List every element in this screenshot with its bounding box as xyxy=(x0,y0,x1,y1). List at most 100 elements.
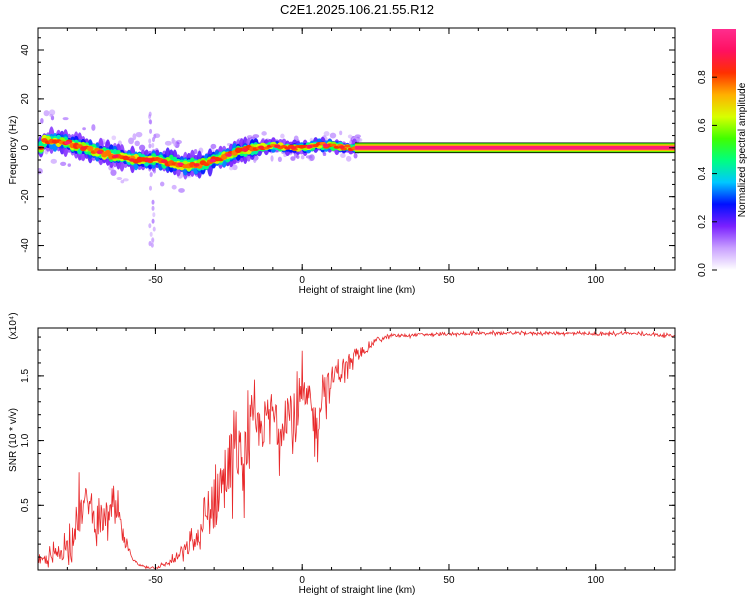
spectrogram-speckle xyxy=(232,164,238,171)
spectrogram-marks xyxy=(38,109,675,248)
spectrogram-streak xyxy=(151,205,155,211)
spectrogram-speckle xyxy=(322,152,327,157)
spectrogram-streak xyxy=(148,241,152,247)
spectrogram-streak xyxy=(149,171,153,177)
spectrogram-speckle xyxy=(60,161,67,166)
snr-x-ticks: -50 0 50 100 xyxy=(37,328,655,586)
spectrogram-speckle xyxy=(120,179,125,184)
spectrogram-streak xyxy=(148,111,152,117)
spectrogram-flat-band-core xyxy=(355,145,675,150)
spectrogram-streak xyxy=(149,185,153,191)
spectrogram-speckle xyxy=(122,178,129,182)
spectrogram-hot-spot xyxy=(306,144,313,149)
spectrogram-speckle xyxy=(345,155,352,162)
snr-y-tick-label: 0.5 xyxy=(20,498,31,512)
spectrogram-speckle xyxy=(290,156,296,161)
spectrogram-streak xyxy=(151,238,155,244)
spectrogram-hot-spot xyxy=(64,141,71,145)
snr-y-label: SNR (10 * v/v) xyxy=(8,408,19,472)
spectrogram-streak xyxy=(152,226,156,232)
spectrogram-speckle xyxy=(339,130,343,136)
snr-x-tick-label: 50 xyxy=(443,575,455,586)
spectrogram-speckle xyxy=(138,144,146,151)
spectrogram-panel: -50 0 50 100 -40 -20 0 20 40 Height of straight… xyxy=(8,27,676,296)
spectrogram-hot-spot xyxy=(241,148,248,152)
colorbar-tick-label: 0.8 xyxy=(697,70,708,84)
spectrogram-speckle xyxy=(111,135,117,141)
spectrogram-hot-spot xyxy=(338,145,345,149)
spectrogram-streak xyxy=(151,142,155,148)
colorbar-tick-label: 0.2 xyxy=(697,214,708,228)
spectrogram-streak xyxy=(148,223,152,229)
colorbar-tick-label: 0.4 xyxy=(697,166,708,180)
spectrogram-speckle xyxy=(300,155,305,160)
spectrogram-streak xyxy=(149,231,153,237)
spectrogram-speckle xyxy=(261,131,267,136)
spectrogram-streak xyxy=(152,212,156,218)
spectrogram-hot-spot xyxy=(322,143,329,148)
snr-y-multiplier: (x10⁴) xyxy=(8,312,19,339)
spectrogram-speckle xyxy=(340,153,346,158)
spectrogram-speckle xyxy=(40,118,44,124)
spectrogram-speckle xyxy=(164,140,172,146)
spectrogram-speckle xyxy=(43,110,50,117)
spectrogram-speckle xyxy=(354,134,361,139)
spectrogram-hot-spot xyxy=(274,144,281,148)
spectrogram-speckle xyxy=(358,138,363,142)
spectrogram-speckle xyxy=(323,131,330,137)
spectrogram-speckle xyxy=(277,156,282,162)
spectrogram-speckle xyxy=(329,132,337,139)
spectrogram-ridge-blob xyxy=(344,144,351,148)
spectrogram-streak xyxy=(148,138,152,144)
spectrogram-x-ticks: -50 0 50 100 xyxy=(37,28,655,286)
spectrogram-hot-spot xyxy=(80,146,87,150)
spectrogram-hot-spot xyxy=(177,162,184,166)
chart-title: C2E1.2025.106.21.55.R12 xyxy=(280,2,434,17)
snr-x-tick-label: 0 xyxy=(299,575,305,586)
spectrogram-hot-spot xyxy=(290,145,297,150)
spectrogram-speckle xyxy=(135,131,143,138)
spectrogram-x-tick-label: 100 xyxy=(587,275,604,286)
spectrogram-hot-spot xyxy=(145,158,152,162)
snr-x-label: Height of straight line (km) xyxy=(299,585,416,596)
spectrogram-x-label: Height of straight line (km) xyxy=(299,285,416,296)
spectrogram-ridge-blob xyxy=(87,145,94,152)
spectrogram-speckle xyxy=(270,155,274,162)
spectrogram-speckle xyxy=(110,169,117,176)
colorbar-tick-label: 0.0 xyxy=(697,263,708,277)
spectrogram-streak xyxy=(151,218,155,224)
spectrogram-speckle xyxy=(210,143,217,150)
spectrogram-speckle xyxy=(173,139,177,147)
snr-x-tick-label: -50 xyxy=(148,575,163,586)
spectrogram-hot-spot xyxy=(209,158,216,163)
spectrogram-streak xyxy=(149,119,153,125)
spectrogram-speckle xyxy=(82,127,86,131)
colorbar: 0.0 0.2 0.4 0.6 0.8 Normalized spectral ampl… xyxy=(697,29,748,277)
spectrogram-speckle xyxy=(67,163,72,167)
spectrogram-speckle xyxy=(116,177,123,181)
spectrogram-y-tick-label: 0 xyxy=(20,145,31,151)
spectrogram-hot-spot xyxy=(96,150,103,155)
spectrogram-speckle xyxy=(228,166,234,171)
snr-y-tick-label: 1.5 xyxy=(20,368,31,382)
colorbar-tick-label: 0.6 xyxy=(697,118,708,132)
spectrogram-streak xyxy=(149,128,153,134)
snr-y-ticks: 0.5 1.0 1.5 xyxy=(20,336,675,558)
spectrogram-speckle xyxy=(91,124,96,131)
spectrogram-speckle xyxy=(353,153,358,159)
spectrogram-speckle xyxy=(132,133,137,141)
snr-series-line xyxy=(38,329,675,570)
spectrogram-hot-spot xyxy=(161,159,168,164)
spectrogram-x-tick-label: 0 xyxy=(299,275,305,286)
spectrogram-speckle xyxy=(309,154,315,162)
spectrogram-frame xyxy=(37,27,676,271)
spectrogram-y-label: Frequency (Hz) xyxy=(8,116,19,185)
spectrogram-speckle xyxy=(38,168,43,175)
spectrogram-ridge-blob xyxy=(330,143,337,147)
spectrogram-speckle xyxy=(159,181,165,187)
spectrogram-streak xyxy=(151,199,155,205)
spectrogram-y-tick-label: -40 xyxy=(20,238,31,253)
spectrogram-speckle xyxy=(296,154,300,159)
spectrogram-speckle xyxy=(280,133,285,139)
spectrogram-x-tick-label: -50 xyxy=(148,275,163,286)
